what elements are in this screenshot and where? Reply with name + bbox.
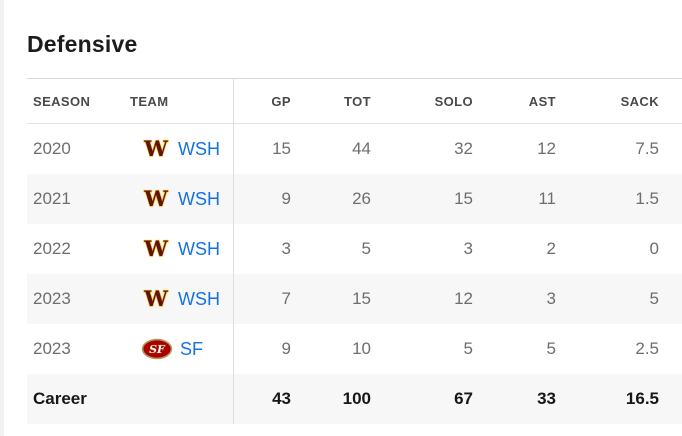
table-header-row: SEASON TEAM GP TOT SOLO AST SACK (27, 78, 682, 124)
ast-cell: 12 (537, 139, 556, 158)
column-header-ast: AST (473, 78, 556, 124)
ast-cell: 2 (546, 239, 556, 258)
career-sack-cell: 16.5 (625, 389, 659, 408)
team-cell: W WSH (124, 274, 233, 324)
gp-cell: 9 (232, 174, 291, 224)
season-cell: 2020 (33, 139, 71, 158)
column-header-solo: SOLO (371, 78, 473, 124)
tot-cell: 10 (352, 339, 371, 358)
season-cell: 2022 (33, 239, 71, 258)
table-row: 2023 W WSH 7 15 12 3 5 (27, 274, 682, 324)
washington-commanders-logo: W (143, 188, 169, 210)
team-cell: W WSH (124, 124, 233, 175)
career-solo-cell: 67 (454, 389, 473, 408)
table-row: 2022 W WSH 3 5 3 2 0 (27, 224, 682, 274)
gp-cell: 3 (232, 224, 291, 274)
column-header-tot: TOT (291, 78, 371, 124)
sack-cell: 7.5 (635, 139, 659, 158)
sack-cell: 0 (649, 239, 659, 258)
solo-cell: 15 (454, 189, 473, 208)
gp-cell: 9 (232, 324, 291, 374)
sack-cell: 2.5 (635, 339, 659, 358)
team-link-washington[interactable]: W WSH (124, 288, 233, 310)
table-row: 2020 W WSH 15 44 32 12 7.5 (27, 123, 682, 175)
career-gp-cell: 43 (232, 374, 291, 424)
column-header-season: SEASON (27, 78, 124, 124)
solo-cell: 5 (463, 339, 473, 358)
team-link-san-francisco[interactable]: SF SF (124, 338, 233, 360)
season-cell: 2021 (33, 189, 71, 208)
team-abbr-link[interactable]: WSH (178, 188, 220, 209)
washington-commanders-logo: W (143, 238, 169, 260)
team-abbr-link[interactable]: WSH (178, 288, 220, 309)
column-header-team: TEAM (124, 78, 233, 124)
sack-cell: 5 (649, 289, 659, 308)
svg-text:W: W (143, 188, 168, 210)
page-title: Defensive (27, 31, 138, 57)
tot-cell: 44 (352, 139, 371, 158)
svg-text:SF: SF (149, 343, 166, 356)
season-cell: 2023 (33, 289, 71, 308)
defensive-stats-table: SEASON TEAM GP TOT SOLO AST SACK 2020 W … (27, 78, 682, 424)
career-ast-cell: 33 (537, 389, 556, 408)
team-link-washington[interactable]: W WSH (124, 188, 233, 210)
team-abbr-link[interactable]: SF (180, 338, 204, 359)
team-abbr-link[interactable]: WSH (178, 138, 220, 159)
solo-cell: 3 (463, 239, 473, 258)
tot-cell: 5 (361, 239, 371, 258)
gp-cell: 15 (232, 123, 291, 174)
table-row: 2021 W WSH 9 26 15 11 1.5 (27, 174, 682, 224)
svg-text:W: W (143, 288, 168, 310)
team-cell: SF SF (124, 324, 233, 374)
career-label: Career (33, 389, 87, 408)
sack-cell: 1.5 (635, 189, 659, 208)
team-link-washington[interactable]: W WSH (124, 238, 233, 260)
season-cell: 2023 (33, 339, 71, 358)
column-header-gp: GP (232, 78, 291, 124)
career-totals-row: Career 43 100 67 33 16.5 (27, 374, 682, 424)
washington-commanders-logo: W (143, 138, 169, 160)
washington-commanders-logo: W (143, 288, 169, 310)
tot-cell: 15 (352, 289, 371, 308)
ast-cell: 3 (546, 289, 556, 308)
left-edge-strip (0, 0, 4, 436)
svg-text:W: W (143, 238, 168, 260)
team-cell: W WSH (124, 224, 233, 274)
team-abbr-link[interactable]: WSH (178, 238, 220, 259)
solo-cell: 12 (454, 289, 473, 308)
gp-cell: 7 (232, 274, 291, 324)
svg-text:W: W (143, 138, 168, 160)
san-francisco-49ers-logo: SF (141, 338, 173, 360)
team-cell: W WSH (124, 174, 233, 224)
column-header-sack: SACK (556, 78, 682, 124)
ast-cell: 11 (538, 189, 556, 208)
table-row: 2023 SF SF 9 10 5 5 2.5 (27, 324, 682, 374)
team-link-washington[interactable]: W WSH (124, 138, 233, 160)
ast-cell: 5 (546, 339, 556, 358)
solo-cell: 32 (454, 139, 473, 158)
tot-cell: 26 (352, 189, 371, 208)
career-tot-cell: 100 (342, 389, 371, 408)
defensive-stats-section: Defensive SEASON TEAM GP TOT SOLO AST SA… (27, 0, 682, 424)
